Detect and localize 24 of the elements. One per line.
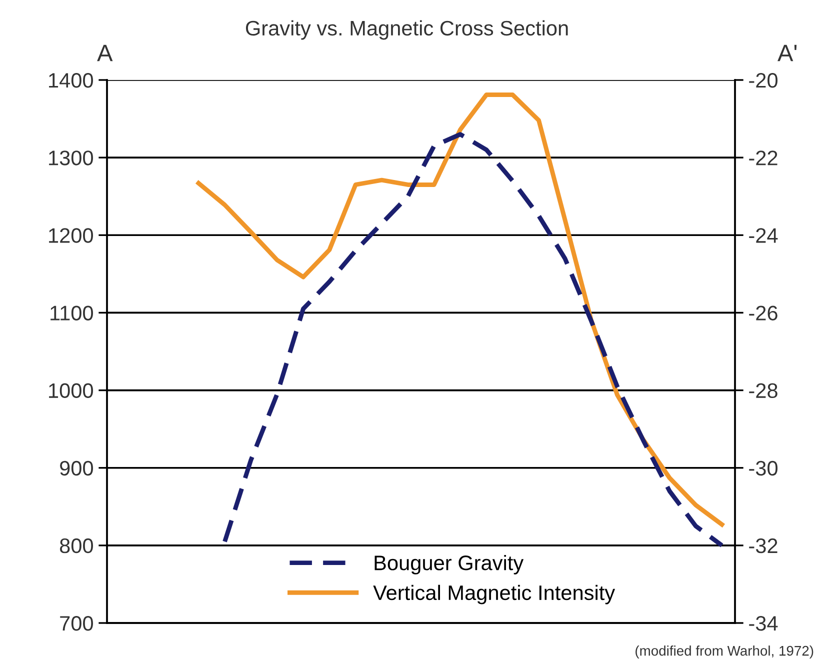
y-tick-label: 1000 xyxy=(49,383,93,398)
line-series xyxy=(222,132,724,548)
y-tick-label: 900 xyxy=(60,460,93,476)
y-tick-label: 1100 xyxy=(50,306,93,320)
y2-tick-label: -22 xyxy=(749,150,778,166)
y-tick-label: 700 xyxy=(60,616,93,631)
y2-tick-label: -32 xyxy=(749,538,778,554)
y-tick-label: 800 xyxy=(60,538,93,554)
text: (modified from Warhol, 1972) xyxy=(636,646,814,658)
y2-tick-label: -20 xyxy=(749,73,778,88)
y-tick-label: 1300 xyxy=(49,150,93,166)
chart-title: Gravity vs. Magnetic Cross Section xyxy=(246,20,568,40)
line-series xyxy=(196,92,724,527)
y-tick-label: 1200 xyxy=(49,228,93,243)
y2-tick-label: -24 xyxy=(749,228,778,243)
y2-tick-label: -34 xyxy=(749,616,778,631)
text: A xyxy=(97,44,113,62)
legend-label: Bouguer Gravity xyxy=(374,554,524,574)
legend-label: Vertical Magnetic Intensity xyxy=(373,584,616,604)
y2-tick-label: -26 xyxy=(749,306,778,320)
text: A' xyxy=(778,44,797,62)
y2-tick-label: -30 xyxy=(749,460,778,476)
y2-tick-label: -28 xyxy=(749,383,778,398)
y-tick-label: 1400 xyxy=(49,73,93,88)
